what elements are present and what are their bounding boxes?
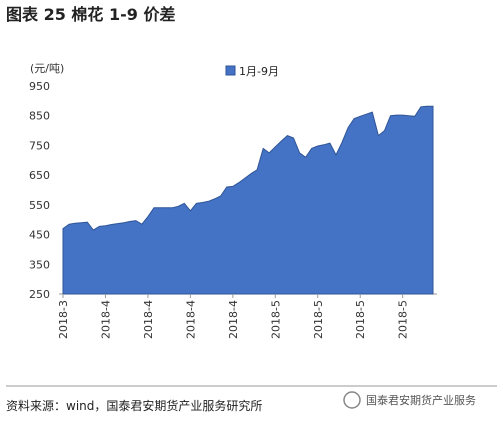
watermark: 国泰君安期货产业服务 — [366, 393, 476, 407]
x-tick-label: 2018-4 — [142, 300, 155, 339]
x-tick-label: 2018-3 — [57, 300, 70, 339]
y-tick-label: 550 — [29, 199, 50, 212]
x-tick-label: 2018-5 — [397, 300, 410, 339]
legend-swatch — [225, 65, 236, 76]
x-tick-label: 2018-5 — [312, 300, 325, 339]
x-tick-label: 2018-4 — [184, 300, 197, 339]
x-tick-label: 2018-5 — [269, 300, 282, 339]
x-tick-label: 2018-5 — [354, 300, 367, 339]
legend-label: 1月-9月 — [239, 65, 279, 78]
chart-title: 图表 25 棉花 1-9 价差 — [6, 5, 175, 24]
y-axis-label: (元/吨) — [30, 62, 64, 75]
y-tick-label: 850 — [29, 110, 50, 123]
y-tick-label: 650 — [29, 169, 50, 182]
source-note: 资料来源：wind，国泰君安期货产业服务研究所 — [6, 398, 262, 413]
x-tick-label: 2018-4 — [99, 300, 112, 339]
y-tick-label: 350 — [29, 258, 50, 271]
area — [62, 105, 434, 295]
x-tick-label: 2018-4 — [227, 300, 240, 339]
y-tick-label: 950 — [29, 80, 50, 93]
y-tick-label: 750 — [29, 139, 50, 152]
logo — [343, 391, 361, 409]
y-tick-label: 450 — [29, 229, 50, 242]
y-tick-label: 250 — [29, 288, 50, 301]
